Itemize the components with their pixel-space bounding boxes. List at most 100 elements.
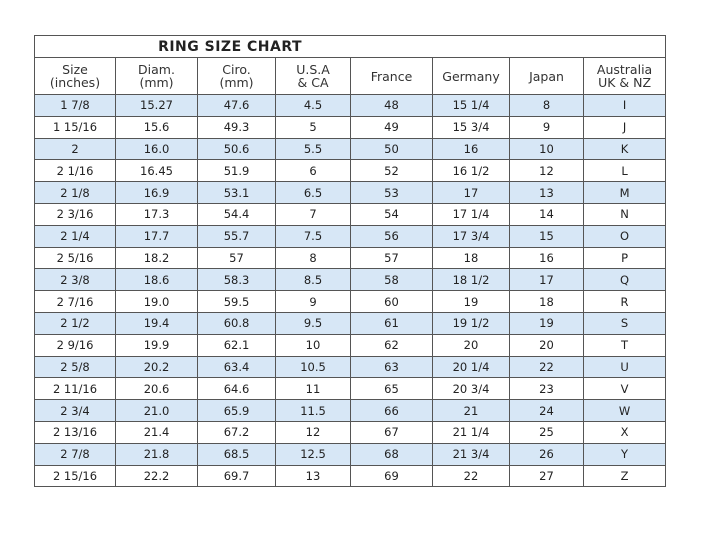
- cell-germany: 21: [432, 399, 510, 422]
- column-header-diameter: Diam. (mm): [115, 57, 198, 95]
- cell-diameter: 22.2: [115, 464, 198, 488]
- cell-japan: 17: [509, 268, 584, 292]
- header-line: UK & NZ: [598, 75, 652, 90]
- cell-size: 2 3/4: [34, 399, 116, 422]
- cell-diameter: 19.9: [115, 333, 198, 357]
- table-row: 2 3/4 21.0 65.9 11.5 66 21 24 W: [34, 399, 667, 422]
- cell-japan: 14: [509, 202, 584, 226]
- cell-circumference: 55.7: [197, 224, 276, 248]
- cell-germany: 20: [432, 333, 510, 357]
- column-header-circumference: Ciro. (mm): [197, 57, 276, 95]
- cell-australia-uk-nz: J: [582, 115, 667, 139]
- cell-diameter: 17.7: [115, 224, 198, 248]
- cell-size: 1 7/8: [34, 94, 116, 117]
- header-line: (mm): [219, 75, 254, 90]
- cell-size: 2 1/2: [34, 311, 116, 335]
- header-line: Japan: [529, 68, 564, 84]
- cell-france: 50: [350, 137, 433, 161]
- table-body: 1 7/8 15.27 47.6 4.5 48 15 1/4 8 I 1 15/16 15.6 49…: [34, 94, 667, 488]
- cell-circumference: 51.9: [197, 159, 276, 183]
- cell-usa-ca: 4.5: [275, 94, 351, 117]
- cell-australia-uk-nz: S: [582, 311, 667, 335]
- cell-australia-uk-nz: U: [582, 355, 667, 379]
- cell-japan: 8: [509, 94, 584, 117]
- header-line: Ciro.: [222, 62, 251, 77]
- cell-diameter: 20.2: [115, 355, 198, 379]
- cell-size: 2 13/16: [34, 420, 116, 444]
- cell-australia-uk-nz: Q: [582, 268, 667, 292]
- column-header-usa-ca: U.S.A & CA: [275, 57, 351, 95]
- cell-germany: 15 3/4: [432, 115, 510, 139]
- cell-size: 2 7/8: [34, 442, 116, 466]
- cell-circumference: 63.4: [197, 355, 276, 379]
- cell-france: 65: [350, 377, 433, 401]
- cell-japan: 12: [509, 159, 584, 183]
- cell-france: 67: [350, 420, 433, 444]
- cell-japan: 24: [509, 399, 584, 422]
- cell-size: 2 1/8: [34, 181, 116, 204]
- table-row: 2 15/16 22.2 69.7 13 69 22 27 Z: [34, 464, 667, 488]
- cell-size: 2 15/16: [34, 464, 116, 488]
- cell-japan: 9: [509, 115, 584, 139]
- cell-germany: 20 3/4: [432, 377, 510, 401]
- column-header-japan: Japan: [509, 57, 584, 95]
- cell-japan: 13: [509, 181, 584, 204]
- cell-germany: 18: [432, 246, 510, 270]
- cell-japan: 19: [509, 311, 584, 335]
- cell-france: 63: [350, 355, 433, 379]
- cell-usa-ca: 11: [275, 377, 351, 401]
- cell-germany: 17: [432, 181, 510, 204]
- cell-france: 56: [350, 224, 433, 248]
- cell-germany: 19: [432, 290, 510, 313]
- cell-circumference: 64.6: [197, 377, 276, 401]
- cell-germany: 17 1/4: [432, 202, 510, 226]
- cell-japan: 16: [509, 246, 584, 270]
- table-row: 2 16.0 50.6 5.5 50 16 10 K: [34, 137, 667, 161]
- cell-usa-ca: 7: [275, 202, 351, 226]
- table-row: 2 13/16 21.4 67.2 12 67 21 1/4 25 X: [34, 420, 667, 444]
- cell-usa-ca: 12.5: [275, 442, 351, 466]
- cell-usa-ca: 13: [275, 464, 351, 488]
- cell-australia-uk-nz: P: [582, 246, 667, 270]
- cell-diameter: 18.6: [115, 268, 198, 292]
- cell-australia-uk-nz: W: [582, 399, 667, 422]
- cell-usa-ca: 8: [275, 246, 351, 270]
- cell-circumference: 59.5: [197, 290, 276, 313]
- cell-germany: 20 1/4: [432, 355, 510, 379]
- header-line: & CA: [297, 75, 329, 90]
- cell-usa-ca: 9: [275, 290, 351, 313]
- cell-usa-ca: 6.5: [275, 181, 351, 204]
- column-header-size: Size (inches): [34, 57, 116, 95]
- table-row: 2 11/16 20.6 64.6 11 65 20 3/4 23 V: [34, 377, 667, 401]
- table-row: 2 7/8 21.8 68.5 12.5 68 21 3/4 26 Y: [34, 442, 667, 466]
- cell-japan: 10: [509, 137, 584, 161]
- cell-size: 2 3/8: [34, 268, 116, 292]
- cell-australia-uk-nz: T: [582, 333, 667, 357]
- cell-france: 52: [350, 159, 433, 183]
- cell-circumference: 67.2: [197, 420, 276, 444]
- cell-australia-uk-nz: R: [582, 290, 667, 313]
- header-line: Diam.: [138, 62, 175, 77]
- cell-germany: 15 1/4: [432, 94, 510, 117]
- cell-circumference: 53.1: [197, 181, 276, 204]
- cell-circumference: 68.5: [197, 442, 276, 466]
- cell-circumference: 57: [197, 246, 276, 270]
- cell-germany: 22: [432, 464, 510, 488]
- cell-japan: 27: [509, 464, 584, 488]
- cell-usa-ca: 12: [275, 420, 351, 444]
- table-row: 1 7/8 15.27 47.6 4.5 48 15 1/4 8 I: [34, 94, 667, 117]
- cell-diameter: 18.2: [115, 246, 198, 270]
- column-header-australia-uk-nz: Australia UK & NZ: [582, 57, 667, 95]
- cell-japan: 26: [509, 442, 584, 466]
- cell-size: 2: [34, 137, 116, 161]
- header-line: (mm): [139, 75, 174, 90]
- cell-germany: 16 1/2: [432, 159, 510, 183]
- cell-size: 2 5/16: [34, 246, 116, 270]
- table-row: 2 9/16 19.9 62.1 10 62 20 20 T: [34, 333, 667, 357]
- table-row: 2 1/16 16.45 51.9 6 52 16 1/2 12 L: [34, 159, 667, 183]
- cell-circumference: 54.4: [197, 202, 276, 226]
- cell-japan: 18: [509, 290, 584, 313]
- cell-diameter: 19.4: [115, 311, 198, 335]
- cell-size: 2 7/16: [34, 290, 116, 313]
- cell-germany: 18 1/2: [432, 268, 510, 292]
